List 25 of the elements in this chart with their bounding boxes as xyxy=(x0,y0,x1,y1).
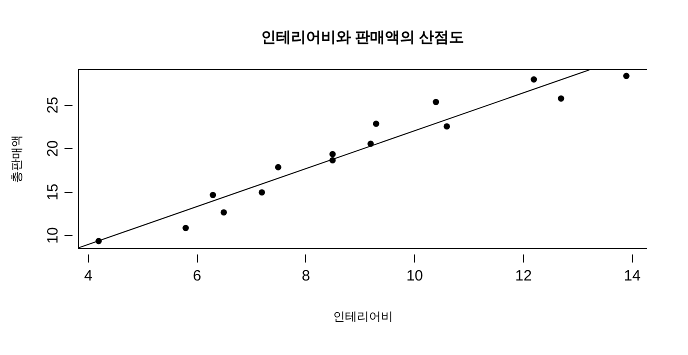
y-tick-label: 20 xyxy=(44,140,62,157)
y-axis-title: 총판매액 xyxy=(10,135,24,183)
x-tick-label: 12 xyxy=(515,268,532,284)
point xyxy=(220,209,227,216)
point xyxy=(182,224,189,232)
point xyxy=(530,76,538,83)
x-tick-label: 4 xyxy=(84,268,92,284)
y-tick-label: 25 xyxy=(44,96,62,114)
point xyxy=(372,120,380,127)
x-tick-label: 6 xyxy=(192,268,202,284)
x-axis-title: 인테리어비 xyxy=(333,310,393,324)
y-tick-label: 10 xyxy=(44,227,62,244)
x-tick-label: 10 xyxy=(406,268,424,284)
y-tick-label: 15 xyxy=(44,184,62,200)
x-tick-label: 14 xyxy=(624,268,641,284)
point xyxy=(210,192,216,198)
point xyxy=(329,151,336,158)
point xyxy=(258,189,266,196)
point xyxy=(275,164,282,170)
point xyxy=(444,123,450,130)
point xyxy=(432,98,440,106)
chart-title: 인테리어비와 판매액의 산점도 xyxy=(260,29,464,46)
x-tick-label: 8 xyxy=(302,268,310,284)
point xyxy=(558,95,564,102)
point xyxy=(623,72,630,80)
